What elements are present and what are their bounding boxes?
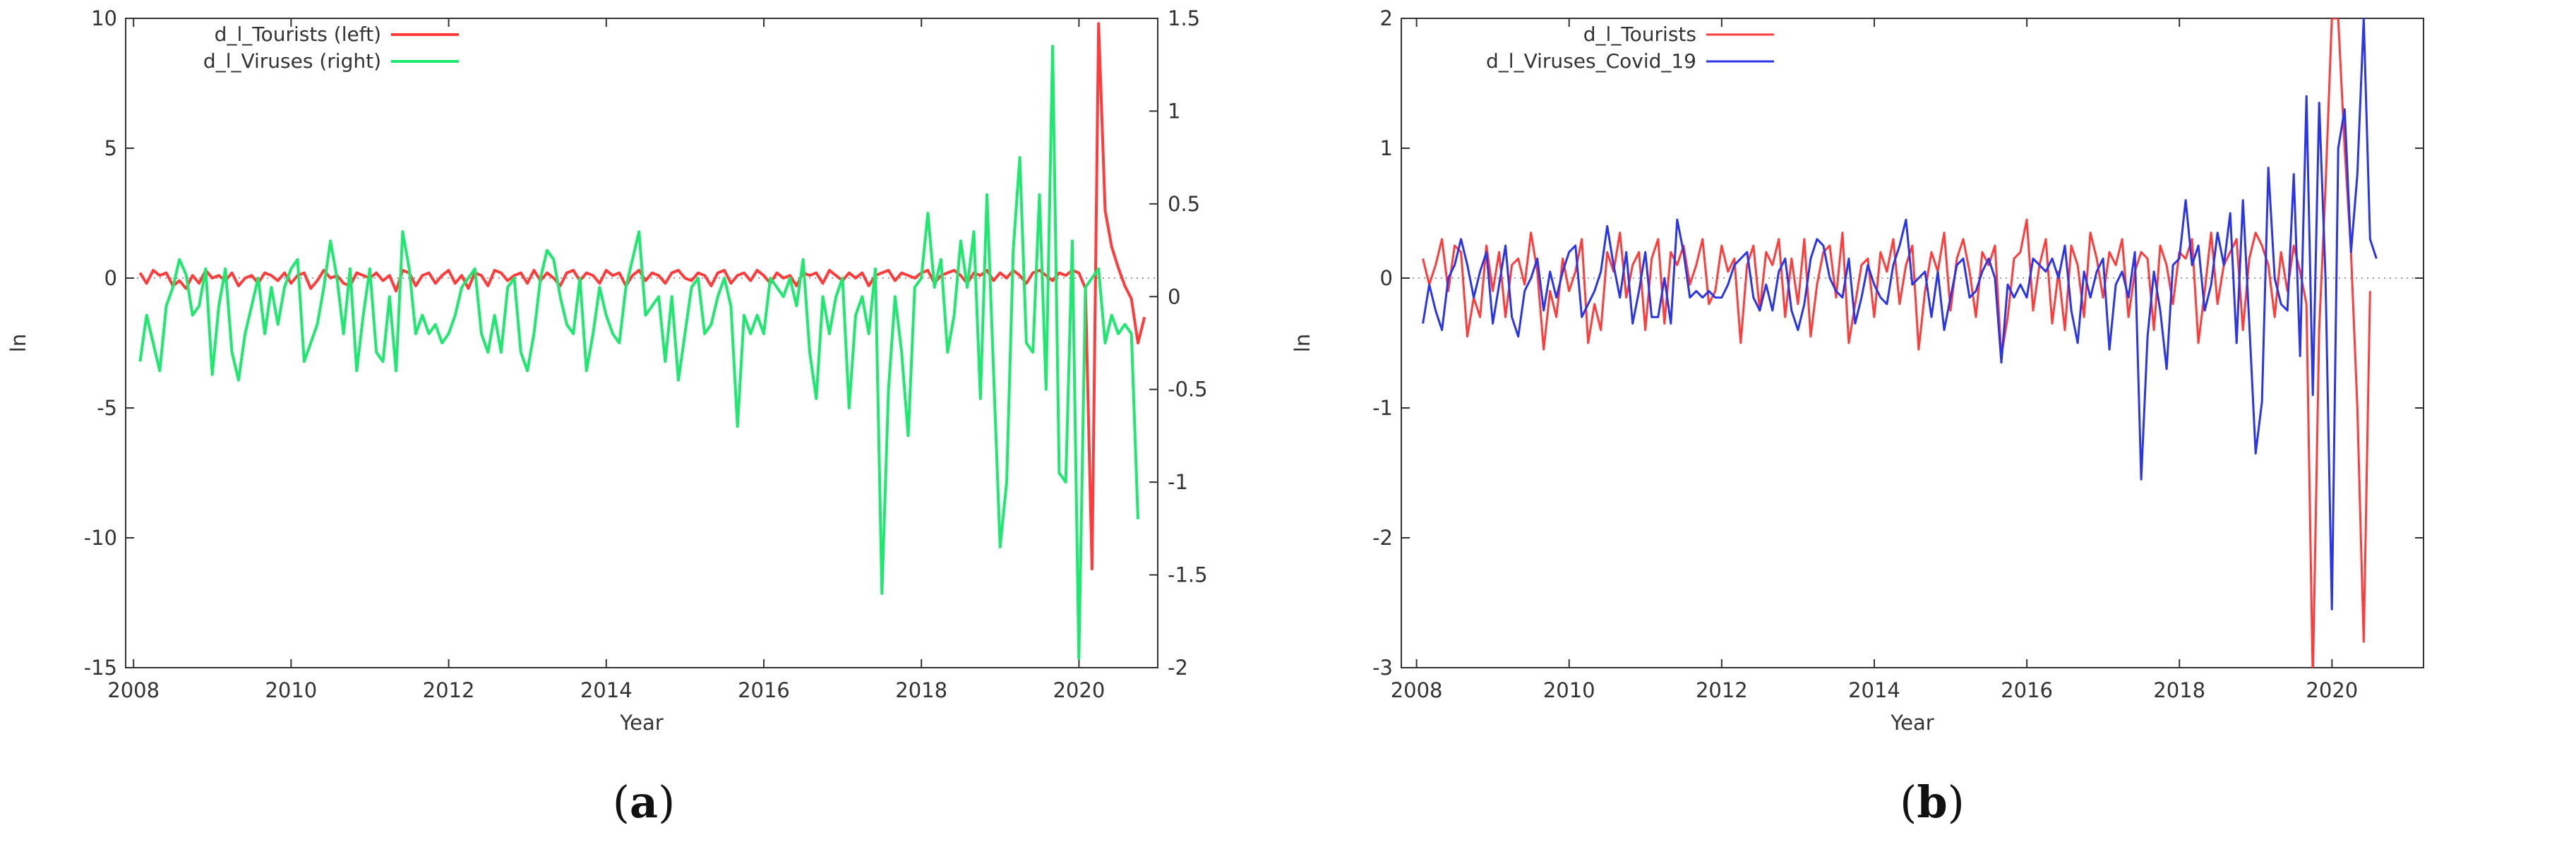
y-tick-label: -2 xyxy=(1372,526,1393,550)
y-tick-label: 5 xyxy=(104,136,117,160)
x-tick-label: 2014 xyxy=(580,678,633,702)
y2-tick-label: -1 xyxy=(1168,470,1188,494)
x-tick-label: 2016 xyxy=(2001,678,2053,702)
chart-b: 2008 2010 2012 2014 2016 2018 2020 2 1 0 -1 -2 -3 Yea… xyxy=(1290,6,2424,735)
series-line-1 xyxy=(1422,18,2378,611)
x-tick-label: 2008 xyxy=(1391,678,1443,702)
y-tick-label: -15 xyxy=(84,656,117,680)
x-tick-label: 2012 xyxy=(1696,678,1748,702)
x-tick-label: 2008 xyxy=(107,678,160,702)
x-axis-title: Year xyxy=(1890,711,1934,735)
series-line-0 xyxy=(138,22,1146,571)
y2-tick-label: -2 xyxy=(1168,656,1188,680)
plot-frame xyxy=(1401,18,2424,668)
y2-tick-label: 1 xyxy=(1168,99,1180,123)
x-axis-title: Year xyxy=(619,711,663,735)
chart-b-marks: 2008 2010 2012 2014 2016 2018 2020 2 1 0 -1 -2 -3 Yea… xyxy=(1290,6,2424,735)
y-tick-label: 0 xyxy=(104,266,117,290)
plot-frame xyxy=(125,18,1158,668)
caption-b-label: b xyxy=(1917,776,1948,828)
y-tick-label: -5 xyxy=(97,396,117,420)
x-tick-label: 2018 xyxy=(895,678,947,702)
legend-label-0: d_l_Tourists xyxy=(1583,23,1696,46)
legend-label-1: d_l_Viruses (right) xyxy=(203,49,381,73)
x-tick-label: 2016 xyxy=(738,678,790,702)
y-tick-label: -1 xyxy=(1372,396,1393,420)
y2-tick-label: -0.5 xyxy=(1168,378,1208,402)
y-tick-label: 2 xyxy=(1380,6,1393,30)
x-tick-label: 2020 xyxy=(1053,678,1105,702)
x-tick-label: 2010 xyxy=(1543,678,1595,702)
y-tick-label: -10 xyxy=(84,526,117,550)
caption-a-label: a xyxy=(629,776,659,828)
chart-a: 2008 2010 2012 2014 2016 2018 20201050-5-10-15… xyxy=(6,6,1208,735)
caption-a: (a) xyxy=(612,776,676,828)
y-tick-label: 10 xyxy=(91,6,117,30)
x-tick-label: 2014 xyxy=(1848,678,1900,702)
y-tick-label: -3 xyxy=(1372,656,1393,680)
series-group xyxy=(138,22,1146,660)
y2-tick-label: 0.5 xyxy=(1168,192,1200,216)
figure-panel-a: 2008 2010 2012 2014 2016 2018 2020 10 5 0 -5 -10 -15… xyxy=(6,6,1208,828)
legend-label-0: d_l_Tourists (left) xyxy=(215,23,381,46)
legend-label-1: d_l_Viruses_Covid_19 xyxy=(1486,49,1696,73)
caption-b: (b) xyxy=(1900,776,1965,828)
series-line-0 xyxy=(1422,18,2371,668)
x-tick-label: 2018 xyxy=(2153,678,2205,702)
y2-tick-label: -1.5 xyxy=(1168,563,1208,587)
y2-tick-label: 0 xyxy=(1168,284,1180,308)
x-tick-label: 2020 xyxy=(2306,678,2358,702)
y-axis-title: ln xyxy=(6,334,30,352)
y2-tick-label: 1.5 xyxy=(1168,6,1200,30)
series-group xyxy=(1422,18,2378,668)
y-tick-label: 1 xyxy=(1380,136,1393,160)
x-tick-label: 2012 xyxy=(423,678,475,702)
x-tick-label: 2010 xyxy=(265,678,317,702)
series-line-1 xyxy=(138,44,1139,660)
y-axis-title: ln xyxy=(1290,334,1314,352)
chart-a-marks: 2008 2010 2012 2014 2016 2018 20201050-5-10-15… xyxy=(6,6,1208,735)
y-tick-label: 0 xyxy=(1380,266,1393,290)
figure-panel-b: 2008 2010 2012 2014 2016 2018 2020 2 1 0 -1 -2 -3 Yea… xyxy=(1288,0,2576,854)
